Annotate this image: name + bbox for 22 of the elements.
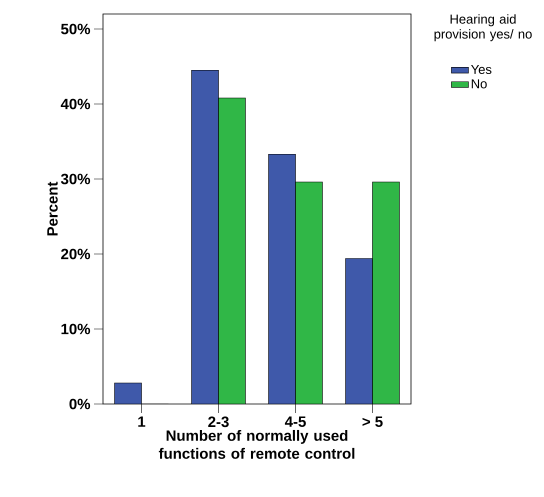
- y-axis-title: Percent: [47, 182, 58, 236]
- bar: [296, 182, 322, 404]
- bar: [218, 98, 246, 404]
- y-tick-label: 40%: [60, 98, 90, 110]
- legend-label: Yes: [471, 64, 492, 74]
- legend-label: No: [472, 79, 487, 88]
- x-tick-label: 1: [138, 416, 146, 427]
- x-tick-label: 4-5: [284, 416, 306, 427]
- y-tick-label: 10%: [62, 324, 90, 334]
- y-tick-label: 50%: [61, 24, 90, 34]
- bar: [268, 154, 296, 404]
- y-tick-label: 0%: [69, 398, 90, 410]
- legend-title: Hearing aid provision yes/ no: [434, 14, 532, 42]
- y-tick-label: 30%: [60, 174, 90, 184]
- y-tick-label: 20%: [61, 248, 90, 260]
- x-tick-label: 2-3: [208, 416, 229, 428]
- x-tick-label: > 5: [362, 416, 383, 427]
- bar: [345, 258, 373, 404]
- bar: [372, 182, 400, 404]
- bar: [114, 383, 142, 404]
- x-axis-title: Number of normally used functions of remote control: [158, 430, 354, 459]
- bar: [192, 70, 218, 404]
